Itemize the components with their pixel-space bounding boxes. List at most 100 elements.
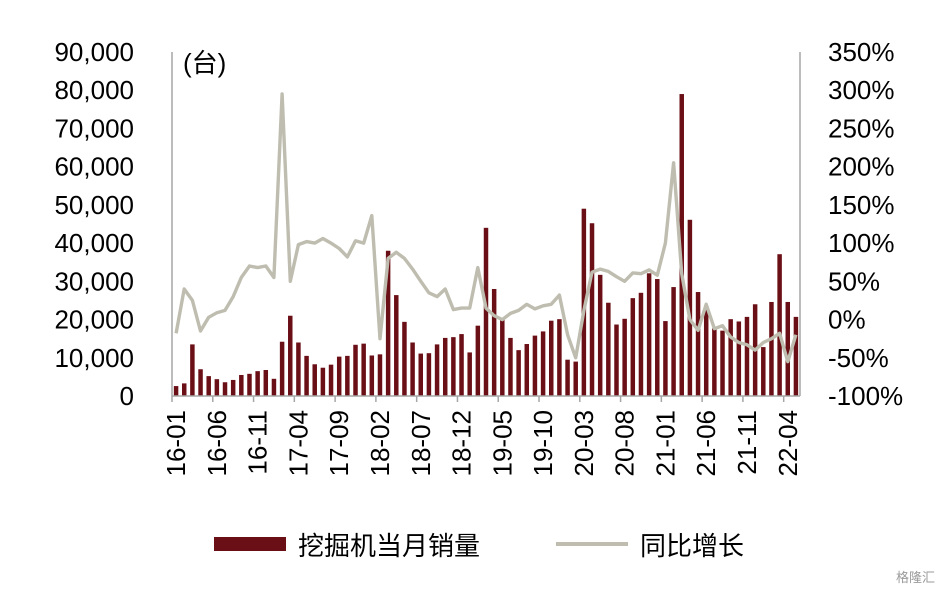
x-tick-label: 22-04 [773, 410, 803, 477]
sales-bar [239, 374, 244, 396]
sales-bar [793, 316, 799, 396]
x-tick-label: 16-01 [161, 410, 191, 477]
sales-bar [663, 321, 668, 396]
sales-bars [173, 94, 799, 397]
sales-bar [426, 353, 432, 396]
x-tick-label: 17-09 [324, 410, 354, 477]
sales-bar [214, 379, 220, 396]
left-tick-label: 90,000 [54, 37, 134, 67]
legend-bar-label: 挖掘机当月销量 [298, 531, 480, 561]
sales-bar [279, 341, 285, 396]
sales-bar [573, 361, 578, 396]
sales-bar [491, 288, 497, 396]
sales-bar [655, 279, 660, 396]
left-tick-label: 20,000 [54, 305, 134, 335]
x-tick-label: 18-12 [447, 410, 477, 477]
axes [171, 52, 801, 397]
left-tick-label: 10,000 [54, 343, 134, 373]
sales-bar [777, 254, 782, 396]
sales-bar [459, 334, 464, 396]
sales-bar [312, 364, 317, 396]
sales-bar [606, 302, 611, 396]
right-tick-label: 100% [828, 228, 895, 258]
legend: 挖掘机当月销量 同比增长 [214, 531, 744, 561]
x-tick-label: 20-08 [610, 410, 640, 477]
sales-bar [394, 295, 399, 396]
sales-bar [703, 307, 709, 396]
sales-bar [296, 342, 301, 396]
sales-bar [589, 223, 595, 396]
x-tick-label: 21-11 [732, 410, 762, 475]
right-tick-label: 250% [828, 113, 895, 143]
sales-bar [410, 342, 415, 396]
left-tick-label: 60,000 [54, 152, 134, 182]
legend-line-label: 同比增长 [640, 531, 744, 561]
left-tick-label: 70,000 [54, 113, 134, 143]
sales-bar [451, 337, 456, 396]
sales-bar [744, 316, 750, 396]
sales-bar [255, 371, 260, 396]
sales-bar [712, 328, 717, 396]
left-tick-label: 80,000 [54, 75, 134, 105]
sales-bar [679, 94, 684, 397]
x-tick-label: 20-03 [569, 410, 599, 477]
sales-bar [434, 344, 440, 396]
left-tick-label: 0 [120, 381, 134, 411]
sales-bar [190, 344, 195, 396]
right-axis-tick-labels: -100% -50% 0% 50% 100% 150% 200% 250% 300% 350% [828, 37, 903, 411]
unit-label: (台) [183, 48, 226, 78]
sales-bar [565, 359, 570, 396]
sales-bar [369, 355, 375, 396]
x-tick-label: 18-07 [406, 410, 436, 477]
sales-bar [549, 320, 554, 396]
sales-bar [687, 219, 693, 396]
x-tick-label: 21-01 [650, 410, 680, 477]
sales-bar [467, 352, 472, 396]
right-tick-label: 350% [828, 37, 895, 67]
x-tick-label: 16-11 [243, 410, 273, 475]
left-tick-label: 50,000 [54, 190, 134, 220]
sales-bar [345, 355, 350, 396]
sales-bar [402, 321, 407, 396]
sales-bar [377, 354, 383, 396]
sales-bar [418, 353, 423, 396]
right-tick-label: -100% [828, 381, 903, 411]
yoy-growth-line [174, 92, 798, 364]
x-tick-label: 16-06 [202, 410, 232, 477]
sales-bar [247, 373, 252, 396]
sales-bar [320, 367, 326, 396]
sales-bar [728, 319, 733, 396]
sales-bar [695, 292, 701, 396]
sales-bar [385, 250, 391, 396]
sales-bar [508, 337, 513, 396]
sales-bar [516, 350, 521, 396]
sales-bar [263, 370, 269, 396]
right-tick-label: 50% [828, 266, 880, 296]
sales-bar [557, 319, 562, 396]
sales-bar [271, 378, 277, 396]
sales-bar [173, 386, 179, 396]
sales-bar [540, 331, 546, 396]
sales-bar [230, 379, 236, 396]
sales-bar [336, 356, 342, 396]
sales-bar [353, 344, 358, 396]
sales-bar [769, 301, 774, 396]
sales-bar [614, 324, 619, 396]
right-tick-label: -50% [828, 343, 889, 373]
sales-bar [736, 321, 742, 396]
sales-bar [532, 335, 538, 396]
sales-bar [304, 355, 309, 396]
x-tick-label: 17-04 [283, 410, 313, 477]
sales-bar [720, 330, 725, 396]
right-tick-label: 150% [828, 190, 895, 220]
x-tick-label: 21-06 [691, 410, 721, 477]
sales-bar [524, 344, 530, 396]
sales-bar [206, 376, 211, 396]
left-tick-label: 40,000 [54, 228, 134, 258]
sales-bar [328, 364, 334, 396]
x-tick-label: 18-02 [365, 410, 395, 477]
sales-bar [288, 315, 293, 396]
sales-bar [646, 273, 652, 396]
legend-bar-swatch [214, 537, 286, 551]
